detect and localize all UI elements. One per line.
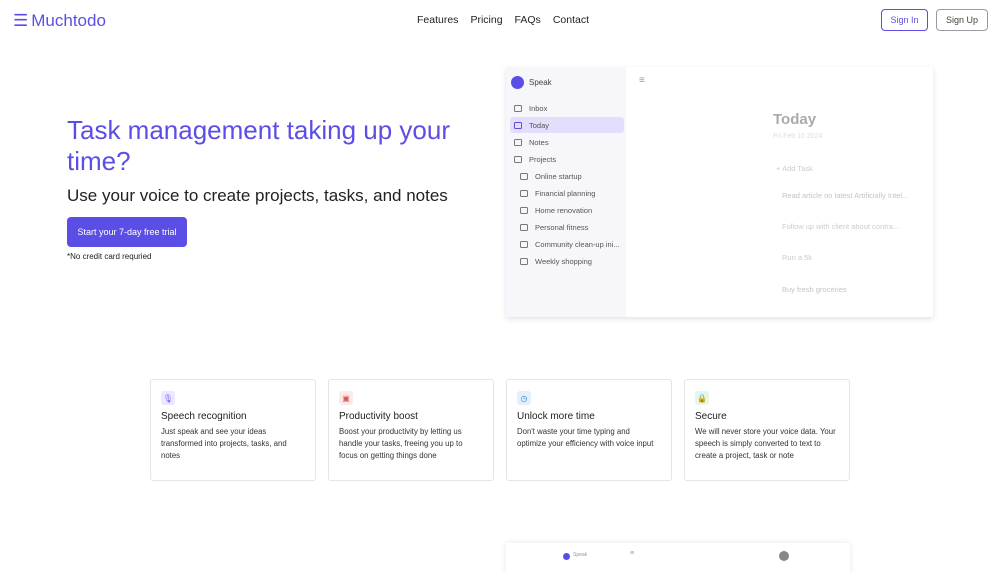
sign-up-button[interactable]: Sign Up: [936, 9, 988, 31]
project-item[interactable]: Home renovation: [510, 202, 624, 218]
brand-label: Speak: [573, 552, 588, 558]
notebook-icon: [514, 138, 522, 146]
menu-icon[interactable]: ≡: [630, 550, 635, 557]
no-credit-card-note: *No credit card requried: [67, 252, 152, 261]
free-trial-button[interactable]: Start your 7-day free trial: [67, 217, 187, 247]
sidebar-item-inbox[interactable]: Inbox: [510, 100, 624, 116]
app-sidebar: Speak Inbox Today Notes Projects Online …: [506, 67, 626, 317]
microphone-icon: [563, 553, 570, 560]
feature-card-productivity: ▣ Productivity boost Boost your producti…: [328, 379, 494, 481]
feature-text: Boost your productivity by letting us ha…: [339, 427, 463, 460]
feature-card-speech: 🎙 Speech recognition Just speak and see …: [150, 379, 316, 481]
feature-title: Productivity boost: [339, 411, 418, 422]
plus-icon: +: [776, 164, 783, 173]
project-item[interactable]: Online startup: [510, 168, 624, 184]
inbox-icon: [514, 104, 522, 112]
feature-text: Don't waste your time typing and optimiz…: [517, 427, 654, 448]
microphone-icon: [511, 76, 524, 89]
nav-pricing[interactable]: Pricing: [470, 14, 503, 26]
project-item[interactable]: Community clean-up ini...: [510, 236, 624, 252]
feature-title: Secure: [695, 411, 727, 422]
clipboard-icon: [520, 189, 528, 197]
clipboard-icon: [520, 172, 528, 180]
feature-title: Speech recognition: [161, 411, 247, 422]
add-task-button[interactable]: + Add Task: [776, 164, 813, 173]
lock-icon: 🔒: [695, 391, 709, 405]
sidebar-item-notes[interactable]: Notes: [510, 134, 624, 150]
hero-title: Task management taking up your time?: [67, 115, 450, 176]
sidebar-item-today[interactable]: Today: [510, 117, 624, 133]
briefcase-icon: ▣: [339, 391, 353, 405]
task-item[interactable]: Buy fresh groceries: [782, 285, 847, 294]
app-preview: Speak Inbox Today Notes Projects Online …: [506, 67, 933, 317]
clipboard-icon: [520, 206, 528, 214]
nav-faqs[interactable]: FAQs: [514, 14, 541, 26]
today-title: Today: [773, 111, 817, 128]
feature-text: We will never store your voice data. You…: [695, 427, 836, 460]
clipboard-icon: [520, 240, 528, 248]
task-item[interactable]: Run a 5k: [782, 253, 813, 262]
main-nav: Features Pricing FAQs Contact: [417, 14, 589, 26]
sign-in-button[interactable]: Sign In: [881, 9, 928, 31]
hero-subtitle: Use your voice to create projects, tasks…: [67, 186, 448, 205]
feature-text: Just speak and see your ideas transforme…: [161, 427, 287, 460]
app-preview-2: Speak ≡: [506, 543, 850, 573]
project-item[interactable]: Personal fitness: [510, 219, 624, 235]
app-main: ≡ Today Fri Feb 16 2024 + Add Task Read …: [626, 67, 933, 317]
clipboard-icon: [520, 223, 528, 231]
today-date: Fri Feb 16 2024: [773, 133, 823, 140]
feature-card-time: ◷ Unlock more time Don't waste your time…: [506, 379, 672, 481]
clock-icon: ◷: [517, 391, 531, 405]
clipboard-icon: [520, 257, 528, 265]
menu-icon[interactable]: ≡: [639, 75, 645, 86]
microphone-icon: 🎙: [161, 391, 175, 405]
nav-features[interactable]: Features: [417, 14, 459, 26]
nav-contact[interactable]: Contact: [552, 14, 589, 26]
project-item[interactable]: Financial planning: [510, 185, 624, 201]
logo[interactable]: ☰ Muchtodo: [13, 11, 106, 30]
feature-title: Unlock more time: [517, 411, 595, 422]
task-item[interactable]: Follow up with client about contra...: [782, 222, 900, 231]
avatar-icon[interactable]: [779, 551, 789, 561]
project-item[interactable]: Weekly shopping: [510, 253, 624, 269]
folder-icon: [514, 155, 522, 163]
calendar-icon: [514, 121, 522, 129]
task-item[interactable]: Read article on latest Artificially Inte…: [782, 191, 909, 200]
sidebar-item-projects[interactable]: Projects: [510, 151, 624, 167]
feature-card-secure: 🔒 Secure We will never store your voice …: [684, 379, 850, 481]
checklist-icon: ☰: [13, 11, 29, 30]
